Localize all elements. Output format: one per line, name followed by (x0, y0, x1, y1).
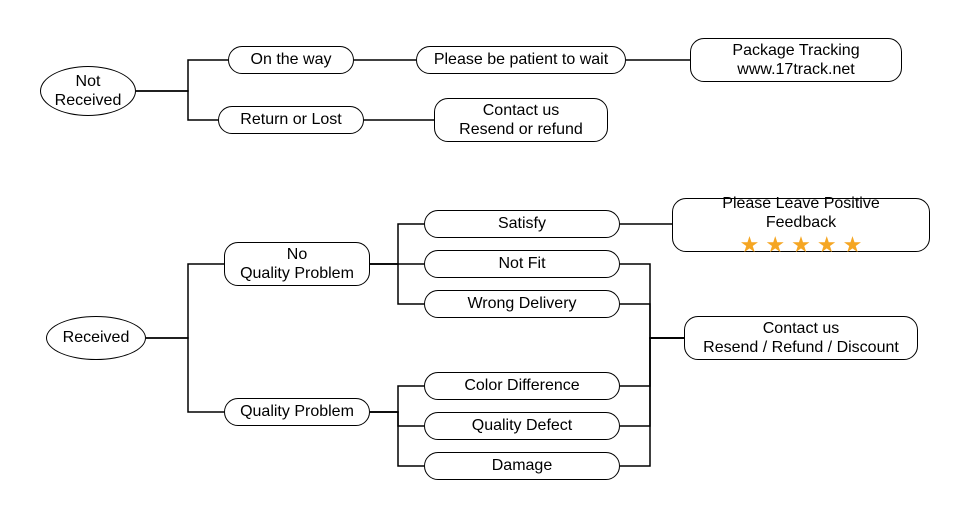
node-not-fit: Not Fit (424, 250, 620, 278)
star-row: ★★★★★ (740, 234, 863, 256)
node-text: Not Fit (498, 254, 545, 273)
node-text: Quality Problem (240, 402, 354, 421)
edge (620, 304, 684, 338)
edge (620, 338, 684, 466)
node-positive-feedback: Please Leave Positive Feedback★★★★★ (672, 198, 930, 252)
edge (146, 338, 224, 412)
node-wrong-delivery: Wrong Delivery (424, 290, 620, 318)
node-return-or-lost: Return or Lost (218, 106, 364, 134)
node-satisfy: Satisfy (424, 210, 620, 238)
node-text: On the way (251, 50, 332, 69)
node-please-wait: Please be patient to wait (416, 46, 626, 74)
node-quality-problem: Quality Problem (224, 398, 370, 426)
node-contact-resend-refund-discount: Contact usResend / Refund / Discount (684, 316, 918, 360)
node-text: Resend / Refund / Discount (703, 338, 899, 357)
node-text: Wrong Delivery (467, 294, 576, 313)
node-text: Please be patient to wait (434, 50, 608, 69)
node-damage: Damage (424, 452, 620, 480)
node-package-tracking: Package Trackingwww.17track.net (690, 38, 902, 82)
node-text: Quality Problem (240, 264, 354, 283)
star-icon: ★ (817, 234, 837, 256)
node-text: Satisfy (498, 214, 546, 233)
node-text: www.17track.net (737, 60, 854, 79)
node-not-received: NotReceived (40, 66, 136, 116)
edge (620, 338, 684, 386)
edge (370, 386, 424, 412)
node-contact-resend-refund: Contact usResend or refund (434, 98, 608, 142)
node-text: Quality Defect (472, 416, 572, 435)
node-color-difference: Color Difference (424, 372, 620, 400)
star-icon: ★ (791, 234, 811, 256)
node-text: Color Difference (464, 376, 579, 395)
node-text: Please Leave Positive Feedback (685, 194, 917, 232)
edge (370, 412, 424, 426)
node-text: Received (55, 91, 122, 110)
node-text: Received (63, 328, 130, 347)
node-no-quality-problem: NoQuality Problem (224, 242, 370, 286)
star-icon: ★ (765, 234, 785, 256)
edge (370, 264, 424, 304)
edge (620, 338, 684, 426)
edge (146, 264, 224, 338)
node-text: Resend or refund (459, 120, 583, 139)
edge (620, 264, 684, 338)
star-icon: ★ (740, 234, 760, 256)
node-received: Received (46, 316, 146, 360)
node-text: Return or Lost (240, 110, 341, 129)
node-text: Damage (492, 456, 552, 475)
node-quality-defect: Quality Defect (424, 412, 620, 440)
node-text: Contact us (483, 101, 559, 120)
edge (370, 224, 424, 264)
node-text: Contact us (763, 319, 839, 338)
node-text: Package Tracking (732, 41, 859, 60)
edge (136, 91, 218, 120)
node-on-the-way: On the way (228, 46, 354, 74)
edge (136, 60, 228, 91)
node-text: Not (76, 72, 101, 91)
node-text: No (287, 245, 307, 264)
star-icon: ★ (843, 234, 863, 256)
edge (370, 412, 424, 466)
